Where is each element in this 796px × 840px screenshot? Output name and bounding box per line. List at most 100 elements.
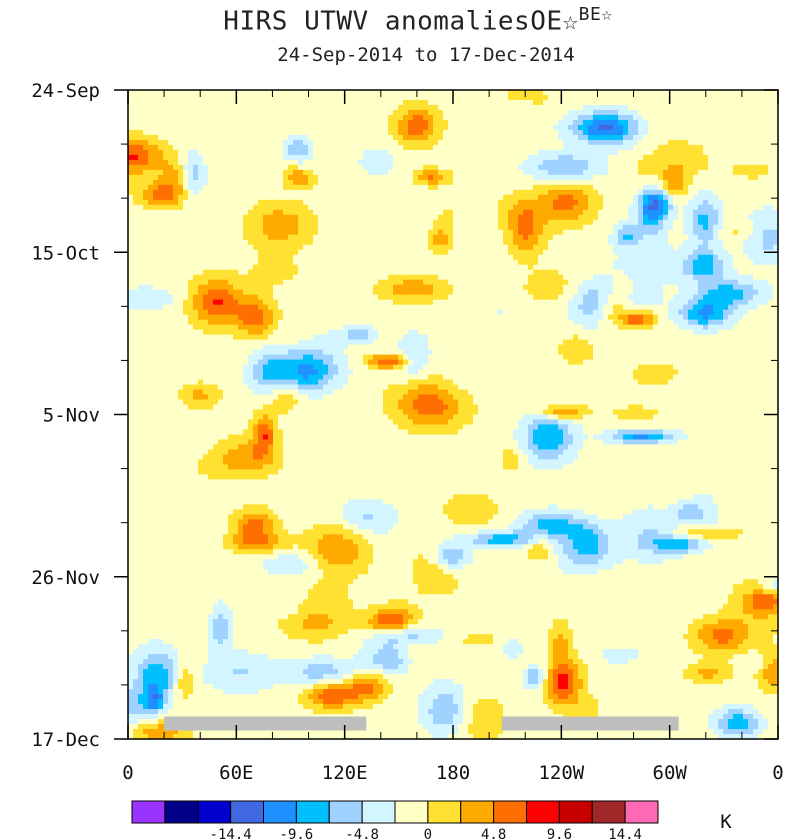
field-cell xyxy=(418,229,424,236)
field-cell xyxy=(463,259,469,266)
field-cell xyxy=(353,264,359,271)
field-cell xyxy=(268,239,274,246)
field-cell xyxy=(498,179,504,186)
field-cell xyxy=(413,94,419,101)
field-cell xyxy=(268,279,274,286)
field-cell xyxy=(488,254,494,261)
field-cell xyxy=(438,204,444,211)
field-cell xyxy=(363,219,369,226)
field-cell xyxy=(218,159,224,166)
field-cell xyxy=(473,229,479,236)
field-cell xyxy=(663,204,669,211)
field-cell xyxy=(318,109,324,116)
field-cell xyxy=(403,204,409,211)
field-cell xyxy=(388,109,394,116)
field-cell xyxy=(148,99,154,106)
field-cell xyxy=(323,194,329,201)
field-cell xyxy=(483,169,489,176)
field-cell xyxy=(383,149,389,156)
field-cell xyxy=(238,124,244,131)
field-cell xyxy=(143,269,149,276)
field-cell xyxy=(333,154,339,161)
field-cell xyxy=(288,179,294,186)
field-cell xyxy=(238,279,244,286)
field-cell xyxy=(658,90,664,96)
field-cell xyxy=(643,154,649,161)
field-cell xyxy=(513,184,519,191)
field-cell xyxy=(748,254,754,261)
field-cell xyxy=(583,90,589,96)
field-cell xyxy=(243,259,249,266)
field-cell xyxy=(763,229,769,236)
field-cell xyxy=(223,90,229,96)
field-cell xyxy=(208,169,214,176)
field-cell xyxy=(558,114,564,121)
field-cell xyxy=(368,249,374,256)
field-cell xyxy=(293,234,299,241)
field-cell xyxy=(218,129,224,136)
field-cell xyxy=(128,194,134,201)
field-cell xyxy=(348,264,354,271)
field-cell xyxy=(743,179,749,186)
field-cell xyxy=(713,90,719,96)
field-cell xyxy=(748,154,754,161)
field-cell xyxy=(393,279,399,286)
field-cell xyxy=(438,194,444,201)
field-cell xyxy=(318,94,324,101)
field-cell xyxy=(538,239,544,246)
field-cell xyxy=(323,164,329,171)
field-cell xyxy=(733,209,739,216)
field-cell xyxy=(518,114,524,121)
field-cell xyxy=(513,109,519,116)
field-cell xyxy=(593,194,599,201)
field-cell xyxy=(213,109,219,116)
field-cell xyxy=(508,254,514,261)
field-cell xyxy=(243,104,249,111)
field-cell xyxy=(233,154,239,161)
field-cell xyxy=(238,214,244,221)
field-cell xyxy=(428,154,434,161)
field-cell xyxy=(723,269,729,276)
field-cell xyxy=(448,234,454,241)
field-cell xyxy=(503,109,509,116)
field-cell xyxy=(163,114,169,121)
field-cell xyxy=(583,269,589,276)
field-cell xyxy=(218,249,224,256)
field-cell xyxy=(303,129,309,136)
field-cell xyxy=(673,254,679,261)
field-cell xyxy=(243,194,249,201)
field-cell xyxy=(368,259,374,266)
field-cell xyxy=(553,90,559,96)
field-cell xyxy=(438,109,444,116)
field-cell xyxy=(293,219,299,226)
field-cell xyxy=(488,274,494,281)
field-cell xyxy=(198,244,204,251)
field-cell xyxy=(178,199,184,206)
field-cell xyxy=(518,199,524,206)
field-cell xyxy=(428,199,434,206)
field-cell xyxy=(653,274,659,281)
field-cell xyxy=(288,90,294,96)
field-cell xyxy=(238,169,244,176)
field-cell xyxy=(258,139,264,146)
field-cell xyxy=(678,239,684,246)
field-cell xyxy=(283,194,289,201)
field-cell xyxy=(258,264,264,271)
field-cell xyxy=(488,139,494,146)
field-cell xyxy=(768,274,774,281)
field-cell xyxy=(413,189,419,196)
field-cell xyxy=(633,94,639,101)
field-cell xyxy=(688,254,694,261)
field-cell xyxy=(693,169,699,176)
field-cell xyxy=(148,204,154,211)
field-cell xyxy=(693,264,699,271)
field-cell xyxy=(233,254,239,261)
field-cell xyxy=(303,204,309,211)
field-cell xyxy=(133,134,139,141)
field-cell xyxy=(313,154,319,161)
field-cell xyxy=(738,239,744,246)
field-cell xyxy=(413,224,419,231)
field-cell xyxy=(498,169,504,176)
field-cell xyxy=(303,94,309,101)
field-cell xyxy=(223,244,229,251)
